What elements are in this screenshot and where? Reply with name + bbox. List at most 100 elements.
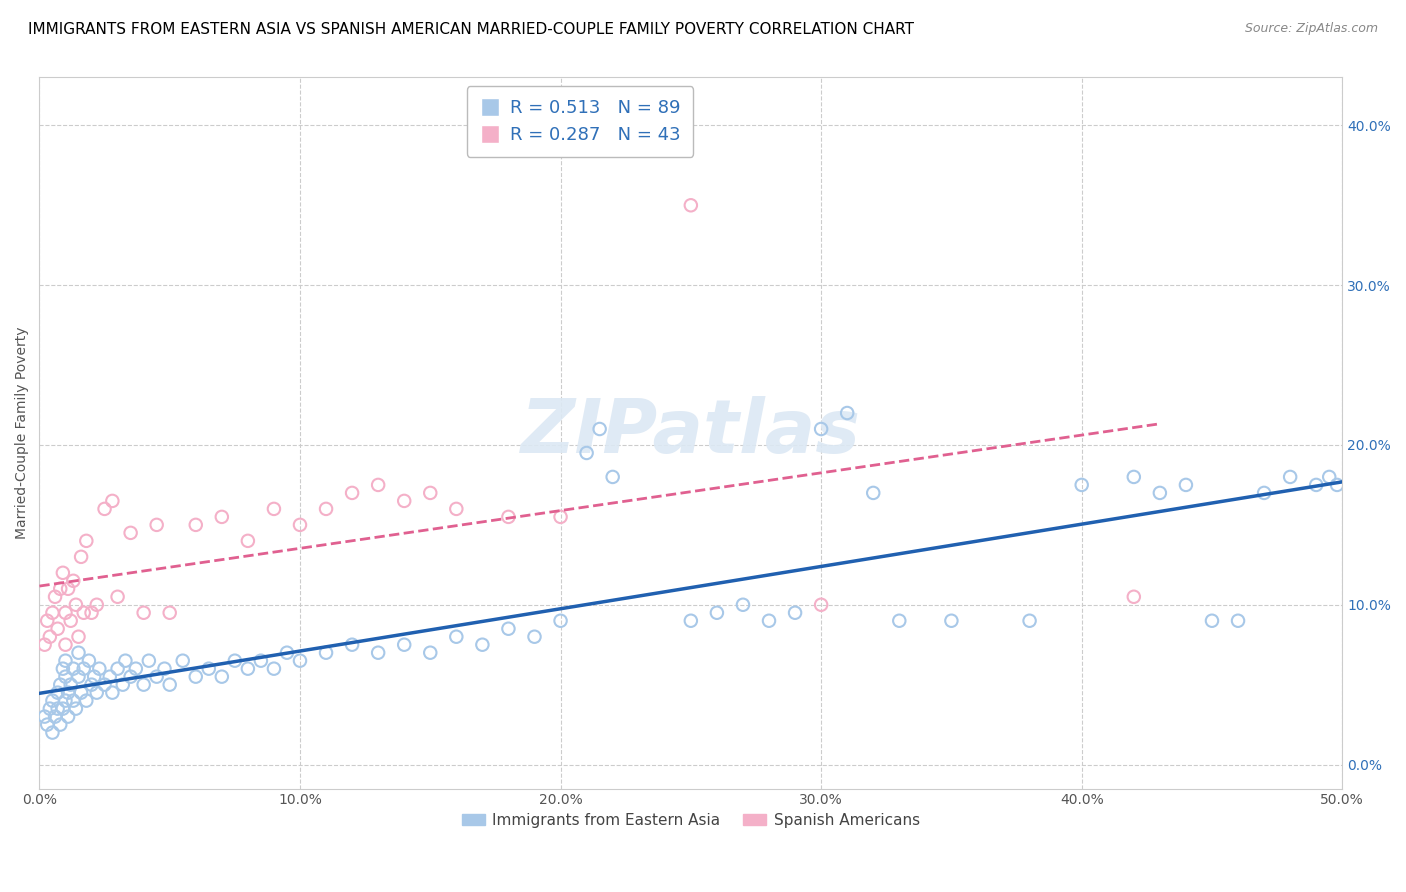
Point — [62, 693, 84, 707]
Point — [93, 501, 115, 516]
Point — [98, 670, 121, 684]
Point — [55, 693, 77, 707]
Point — [941, 614, 963, 628]
Point — [34, 709, 56, 723]
Point — [862, 486, 884, 500]
Point — [46, 686, 69, 700]
Point — [80, 606, 103, 620]
Point — [41, 693, 63, 707]
Point — [288, 654, 311, 668]
Point — [111, 678, 134, 692]
Point — [56, 582, 79, 596]
Point — [471, 638, 494, 652]
Point — [52, 701, 75, 715]
Point — [159, 678, 181, 692]
Point — [138, 654, 160, 668]
Point — [367, 478, 389, 492]
Point — [1122, 470, 1144, 484]
Point — [1070, 478, 1092, 492]
Point — [132, 678, 155, 692]
Point — [159, 606, 181, 620]
Point — [120, 670, 142, 684]
Point — [679, 614, 702, 628]
Point — [1018, 614, 1040, 628]
Point — [34, 638, 56, 652]
Point — [236, 533, 259, 548]
Point — [1227, 614, 1250, 628]
Point — [56, 709, 79, 723]
Point — [86, 598, 108, 612]
Point — [52, 566, 75, 580]
Point — [211, 509, 233, 524]
Point — [86, 686, 108, 700]
Point — [83, 670, 105, 684]
Point — [49, 678, 72, 692]
Point — [392, 494, 415, 508]
Point — [315, 501, 337, 516]
Point — [55, 638, 77, 652]
Point — [1279, 470, 1302, 484]
Point — [1174, 478, 1197, 492]
Point — [392, 638, 415, 652]
Point — [575, 446, 598, 460]
Point — [44, 590, 66, 604]
Point — [810, 422, 832, 436]
Point — [184, 517, 207, 532]
Point — [65, 701, 87, 715]
Point — [315, 646, 337, 660]
Point — [889, 614, 911, 628]
Point — [75, 533, 97, 548]
Point — [184, 670, 207, 684]
Point — [89, 662, 111, 676]
Point — [125, 662, 148, 676]
Point — [145, 517, 167, 532]
Point — [367, 646, 389, 660]
Point — [107, 590, 129, 604]
Point — [38, 701, 60, 715]
Point — [419, 646, 441, 660]
Point — [55, 606, 77, 620]
Point — [49, 717, 72, 731]
Point — [550, 614, 572, 628]
Text: IMMIGRANTS FROM EASTERN ASIA VS SPANISH AMERICAN MARRIED-COUPLE FAMILY POVERTY C: IMMIGRANTS FROM EASTERN ASIA VS SPANISH … — [28, 22, 914, 37]
Point — [1122, 590, 1144, 604]
Point — [132, 606, 155, 620]
Point — [758, 614, 780, 628]
Point — [1317, 470, 1340, 484]
Point — [44, 709, 66, 723]
Point — [679, 198, 702, 212]
Point — [837, 406, 859, 420]
Point — [153, 662, 176, 676]
Point — [236, 662, 259, 676]
Text: Source: ZipAtlas.com: Source: ZipAtlas.com — [1244, 22, 1378, 36]
Point — [1326, 478, 1348, 492]
Point — [588, 422, 610, 436]
Point — [55, 654, 77, 668]
Point — [276, 646, 298, 660]
Point — [1201, 614, 1223, 628]
Point — [55, 670, 77, 684]
Point — [52, 662, 75, 676]
Point — [46, 622, 69, 636]
Point — [70, 686, 93, 700]
Point — [59, 678, 82, 692]
Point — [250, 654, 273, 668]
Point — [101, 494, 124, 508]
Point — [67, 630, 90, 644]
Point — [263, 662, 285, 676]
Point — [340, 638, 363, 652]
Point — [80, 678, 103, 692]
Point — [1253, 486, 1275, 500]
Point — [73, 606, 96, 620]
Point — [810, 598, 832, 612]
Legend: Immigrants from Eastern Asia, Spanish Americans: Immigrants from Eastern Asia, Spanish Am… — [456, 807, 927, 834]
Point — [602, 470, 624, 484]
Point — [107, 662, 129, 676]
Point — [783, 606, 806, 620]
Point — [288, 517, 311, 532]
Point — [498, 622, 520, 636]
Point — [93, 678, 115, 692]
Point — [49, 582, 72, 596]
Point — [114, 654, 136, 668]
Point — [120, 525, 142, 540]
